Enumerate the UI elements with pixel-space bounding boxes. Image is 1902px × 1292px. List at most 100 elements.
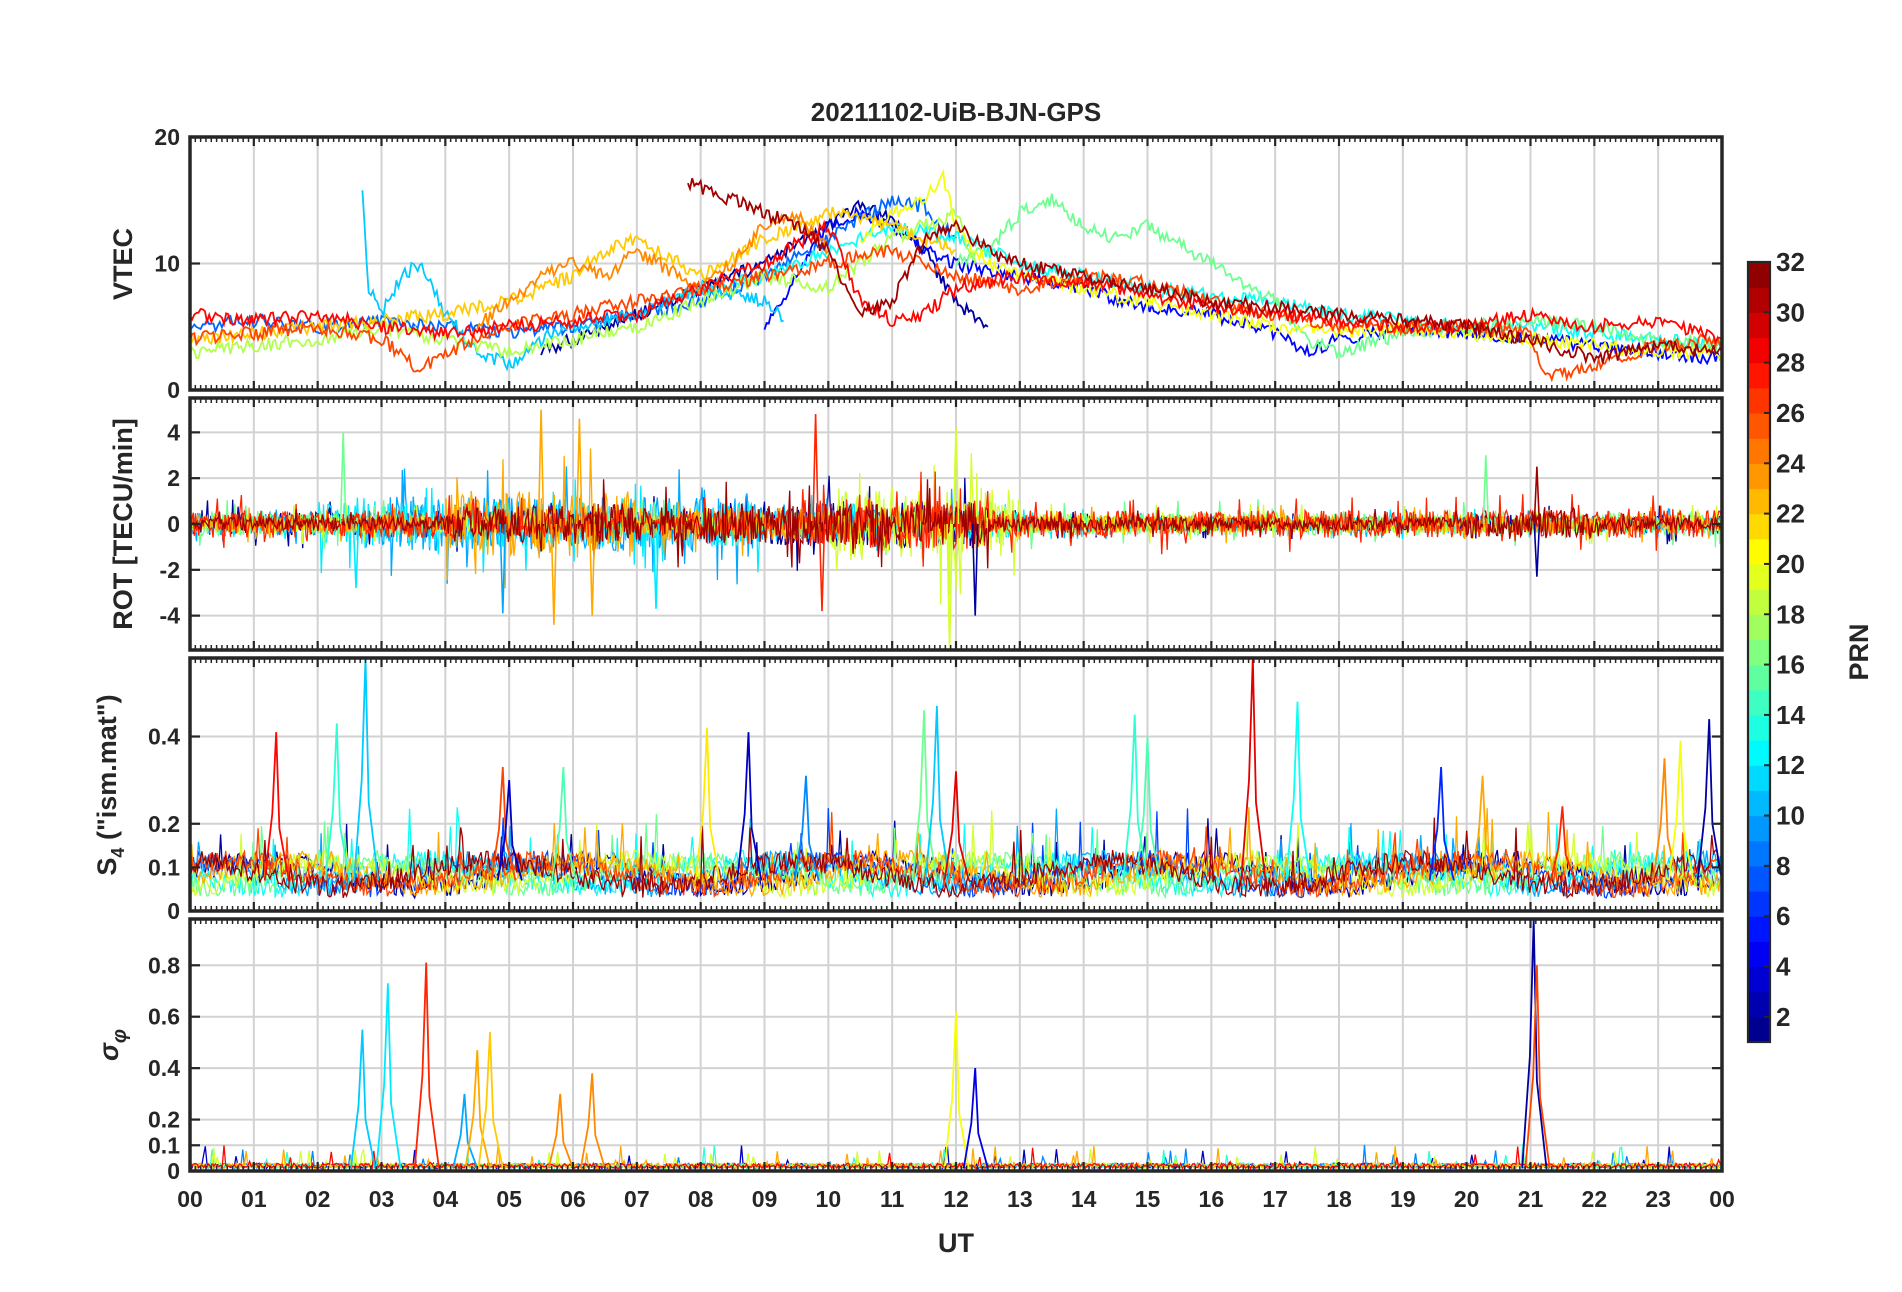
x-tick-label: 02	[305, 1186, 331, 1212]
colorbar-tick-label: 8	[1776, 851, 1790, 881]
colorbar-segment	[1748, 463, 1770, 490]
sigma_phi-y-tick-label: 0.6	[148, 1004, 180, 1030]
x-tick-label: 17	[1262, 1186, 1288, 1212]
sigma_phi-peak	[547, 1093, 574, 1169]
sigma_phi-y-tick-label: 0.4	[148, 1055, 180, 1081]
colorbar-tick-label: 30	[1776, 297, 1805, 327]
rot-spike	[812, 413, 819, 525]
vtec-series-prn-26	[190, 244, 1722, 383]
rot-spike	[550, 523, 558, 625]
sigma_phi-peak	[413, 962, 440, 1169]
rot-axis-label: ROT [TECU/min]	[108, 418, 138, 629]
sigma_phi-y-tick-label: 0.8	[148, 952, 180, 978]
s4-peak	[1550, 806, 1577, 881]
colorbar-segment	[1748, 262, 1770, 288]
s4-peak	[943, 771, 970, 881]
colorbar-segment	[1748, 488, 1770, 515]
x-tick-label: 18	[1326, 1186, 1352, 1212]
colorbar-tick-label: 14	[1776, 700, 1805, 730]
colorbar-segment	[1748, 714, 1770, 741]
x-tick-label: 01	[241, 1186, 267, 1212]
sigma_phi-y-tick-label: 0.2	[148, 1107, 180, 1133]
x-tick-label: 23	[1645, 1186, 1671, 1212]
s4-series-group	[190, 658, 1722, 900]
x-tick-label: 11	[880, 1186, 905, 1212]
colorbar-segment	[1748, 287, 1770, 313]
x-tick-label: 05	[496, 1186, 522, 1212]
x-tick-label: 16	[1199, 1186, 1225, 1212]
x-tick-label: 04	[433, 1186, 459, 1212]
s4-peak	[1285, 701, 1312, 881]
x-tick-label: 21	[1518, 1186, 1544, 1212]
s4-y-tick-label: 0.1	[148, 854, 180, 880]
vtec-series-prn-20	[859, 168, 1722, 362]
sigma_phi-peak	[962, 1068, 989, 1169]
vtec-series-prn-16	[955, 193, 1722, 360]
colorbar-segment	[1748, 362, 1770, 389]
colorbar-tick-label: 32	[1776, 247, 1805, 277]
colorbar-tick-label: 16	[1776, 650, 1805, 680]
colorbar-frame	[1746, 260, 1772, 1044]
vtec-series-prn-13	[667, 221, 1722, 351]
colorbar-tick-label: 22	[1776, 499, 1805, 529]
sigma_phi-peak	[350, 1029, 376, 1169]
colorbar-segment	[1748, 815, 1770, 842]
s4-peak	[924, 705, 951, 881]
rot-spike	[952, 427, 960, 525]
x-tick-label: 08	[688, 1186, 714, 1212]
sigma_phi-peak	[1521, 919, 1548, 1169]
colorbar-segment	[1748, 1016, 1770, 1043]
s4-peak	[496, 780, 523, 881]
sigma-phi-axis-label: σφ	[94, 1029, 131, 1061]
vtec-y-tick-label: 10	[154, 251, 180, 277]
colorbar-segment	[1748, 689, 1770, 716]
vtec-panel: 0 10 20	[154, 124, 1724, 403]
colorbar-segment	[1748, 916, 1770, 942]
x-axis-ticks: 00 01 02 03 04 05 06 07 08 09 10 11 12 13 14 15 16 17 18 19…	[177, 1186, 1735, 1212]
colorbar-segment	[1748, 941, 1770, 968]
colorbar-segment	[1748, 438, 1770, 464]
s4-peak	[551, 767, 578, 881]
colorbar-segment	[1748, 664, 1770, 691]
colorbar-tick-label: 12	[1776, 750, 1805, 780]
s4-y-tick-label: 0.4	[148, 724, 180, 750]
colorbar-tick-label: 2	[1776, 1002, 1790, 1032]
rot-y-tick-label: 2	[167, 465, 180, 491]
s4-y-tick-label: 0.2	[148, 811, 180, 837]
rot-spike	[818, 523, 826, 612]
s4-peak	[324, 723, 351, 881]
colorbar-segment	[1748, 765, 1770, 791]
colorbar-segment	[1748, 563, 1770, 590]
rot-y-tick-label: 4	[167, 419, 180, 445]
vtec-series-prn-31	[687, 177, 1722, 365]
vtec-series-prn-8	[190, 194, 957, 341]
x-tick-label: 14	[1071, 1186, 1097, 1212]
s4-peak	[736, 732, 763, 881]
s4-peak	[1696, 719, 1722, 881]
vtec-axis-label: VTEC	[108, 228, 138, 300]
colorbar-tick-label: 4	[1776, 952, 1791, 982]
colorbar-segment	[1748, 639, 1770, 666]
s4-peak	[490, 767, 517, 881]
vtec-series-prn-5	[763, 205, 1722, 366]
colorbar-segment	[1748, 387, 1770, 414]
x-axis-label: UT	[938, 1228, 974, 1258]
rot-spike	[339, 432, 347, 525]
colorbar-tick-label: 18	[1776, 599, 1805, 629]
rot-spike	[499, 523, 507, 614]
rot-spike	[946, 523, 953, 650]
rot-y-tick-label: -2	[160, 557, 180, 583]
colorbar-segment	[1748, 740, 1770, 766]
colorbar-segment	[1748, 840, 1770, 867]
sigma_phi-y-tick-label: 0.1	[148, 1132, 180, 1158]
x-tick-label: 12	[943, 1186, 969, 1212]
s4-peak	[1135, 736, 1162, 881]
s4-peak	[1470, 775, 1497, 881]
x-tick-label: 03	[369, 1186, 395, 1212]
sigma_phi-peak	[579, 1073, 606, 1169]
colorbar-segment	[1748, 337, 1770, 364]
sigma-phi-panel: 00.10.2 0.4 0.6 0.8	[148, 917, 1724, 1184]
vtec-y-tick-label: 0	[167, 377, 180, 403]
colorbar-segment	[1748, 513, 1770, 540]
